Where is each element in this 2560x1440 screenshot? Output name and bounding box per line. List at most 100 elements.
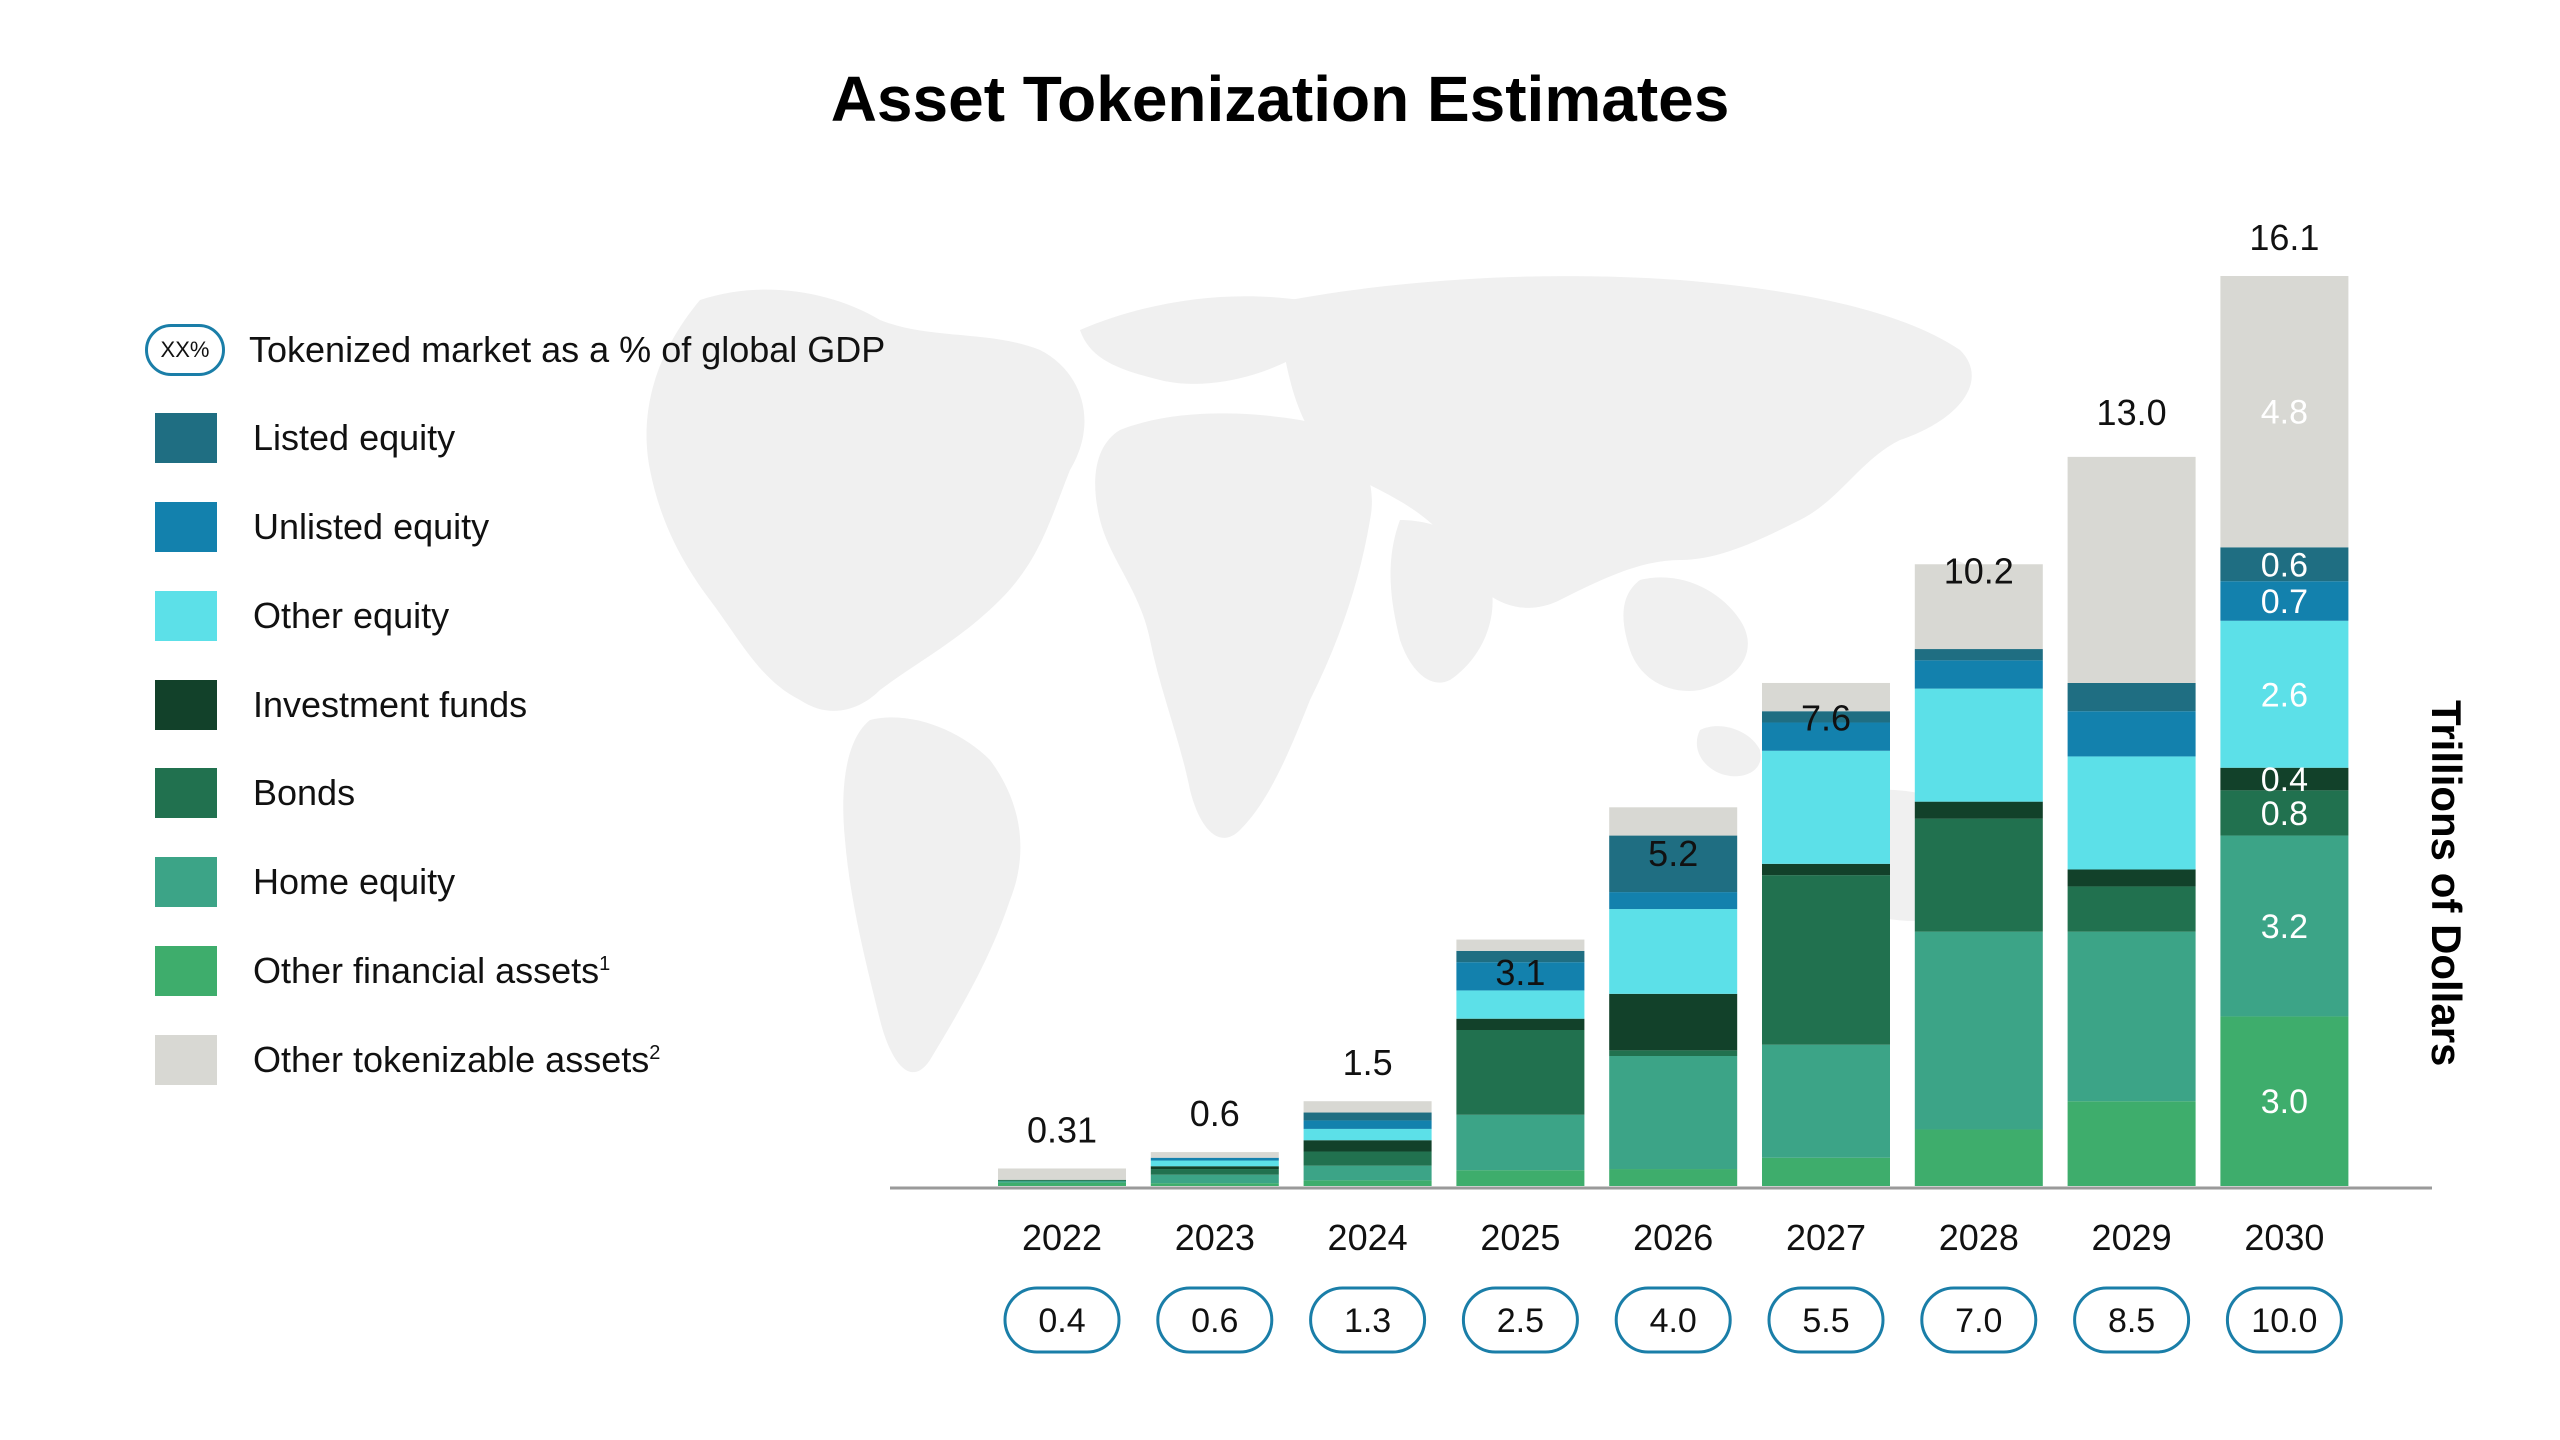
bar-total-label-2027: 7.6 [1801, 697, 1851, 738]
bar-segment-2023-other-tokenizable-assets [1150, 1152, 1279, 1158]
bar-segment-2027-bonds [1762, 875, 1890, 1045]
gdp-pill-label-2030: 10.0 [2251, 1302, 2317, 1340]
gdp-pill-label-2026: 4.0 [1650, 1302, 1697, 1340]
bar-segment-2024-other-equity [1303, 1128, 1432, 1141]
legend-label-gdp: Tokenized market as a % of global GDP [249, 329, 886, 370]
legend-item-home-equity: Home equity [145, 852, 455, 912]
bar-segment-2027-other-equity [1762, 750, 1890, 864]
gdp-pill-2024 [1309, 1286, 1427, 1354]
bar-total-label-2028: 10.2 [1944, 550, 2014, 591]
bar-segment-2024-listed-equity [1303, 1112, 1432, 1121]
bar-segment-2029-home-equity [2067, 931, 2196, 1102]
x-tick-label-2027: 2027 [1786, 1217, 1866, 1258]
bar-segment-2023-bonds [1150, 1169, 1279, 1175]
bar-segment-2024-other-financial-assets [1303, 1180, 1432, 1186]
bar-segment-2026-other-equity [1609, 909, 1738, 994]
x-tick-label-2026: 2026 [1633, 1217, 1713, 1258]
segment-label-2030-listed-equity: 0.6 [2261, 546, 2308, 584]
bar-total-label-2026: 5.2 [1648, 833, 1698, 874]
legend-swatch-other-financial-assets [155, 946, 217, 996]
legend-item-unlisted-equity: Unlisted equity [145, 497, 489, 557]
legend-item-other-equity: Other equity [145, 586, 449, 646]
bar-segment-2024-investment-funds [1303, 1140, 1432, 1152]
bar-segment-2028-investment-funds [1914, 801, 2043, 819]
x-tick-label-2028: 2028 [1939, 1217, 2019, 1258]
gdp-pill-label-2022: 0.4 [1038, 1302, 1085, 1340]
bar-segment-2024-bonds [1303, 1151, 1432, 1166]
legend-item-other-tokenizable-assets: Other tokenizable assets2 [145, 1030, 660, 1090]
gdp-pill-2027 [1767, 1286, 1885, 1354]
segment-label-2030-bonds: 0.8 [2261, 795, 2308, 833]
bar-segment-2026-investment-funds [1609, 993, 1738, 1051]
bar-segment-2029-unlisted-equity [2067, 711, 2196, 757]
gdp-pill-sample: XX% [145, 324, 225, 376]
legend-swatch-other-tokenizable-assets [155, 1035, 217, 1085]
bar-segment-2025-listed-equity [1456, 950, 1585, 963]
x-tick-label-2024: 2024 [1328, 1217, 1408, 1258]
bar-segment-2026-home-equity [1609, 1056, 1738, 1170]
bar-segment-2025-investment-funds [1456, 1018, 1585, 1030]
bar-segment-2028-other-equity [1914, 688, 2043, 802]
bar-segment-2023-unlisted-equity [1150, 1157, 1279, 1161]
bar-total-label-2025: 3.1 [1495, 952, 1545, 993]
bar-total-label-2024: 1.5 [1343, 1042, 1393, 1083]
bar-segment-2029-bonds [2067, 886, 2196, 932]
legend-item-gdp: XX% Tokenized market as a % of global GD… [145, 320, 885, 380]
y-axis-title: Trillions of Dollars [2423, 700, 2470, 1067]
bar-segment-2026-bonds [1609, 1050, 1738, 1056]
bar-segment-2025-home-equity [1456, 1114, 1585, 1171]
gdp-pill-label-2024: 1.3 [1344, 1302, 1391, 1340]
x-tick-label-2029: 2029 [2092, 1217, 2172, 1258]
legend-label-listed-equity: Listed equity [253, 417, 456, 458]
gdp-pill-2022 [1003, 1286, 1121, 1354]
bar-segment-2028-home-equity [1914, 931, 2043, 1130]
bar-segment-2028-other-tokenizable-assets [1914, 564, 2043, 650]
bar-segment-2030-other-tokenizable-assets [2220, 276, 2349, 548]
x-tick-label-2022: 2022 [1022, 1217, 1102, 1258]
bar-segment-2028-bonds [1914, 818, 2043, 932]
legend-label-unlisted-equity: Unlisted equity [253, 506, 490, 547]
bar-segment-2027-other-financial-assets [1762, 1157, 1890, 1186]
bar-segment-2025-bonds [1456, 1030, 1585, 1115]
bar-total-label-2030: 16.1 [2249, 217, 2319, 258]
bar-segment-2028-unlisted-equity [1914, 660, 2043, 689]
gdp-pill-label-2027: 5.5 [1802, 1302, 1849, 1340]
legend-label-other-tokenizable-assets: Other tokenizable assets2 [253, 1039, 661, 1080]
bar-total-label-2023: 0.6 [1190, 1093, 1240, 1134]
bar-segment-2024-home-equity [1303, 1165, 1432, 1181]
bar-segment-2028-other-financial-assets [1914, 1129, 2043, 1186]
bar-segment-2030-home-equity [2220, 835, 2349, 1017]
gdp-pill-2030 [2225, 1286, 2343, 1354]
legend-swatch-unlisted-equity [155, 502, 217, 552]
gdp-pill-2028 [1920, 1286, 2038, 1354]
bar-segment-2030-investment-funds [2220, 767, 2349, 791]
legend-label-other-equity: Other equity [253, 595, 450, 636]
bar-segment-2027-investment-funds [1762, 863, 1890, 876]
segment-label-2030-home-equity: 3.2 [2261, 908, 2308, 946]
segment-label-2030-other-tokenizable-assets: 4.8 [2261, 394, 2308, 432]
bar-segment-2029-investment-funds [2067, 869, 2196, 887]
bar-segment-2027-other-tokenizable-assets [1762, 682, 1890, 712]
gdp-pill-2029 [2073, 1286, 2191, 1354]
gdp-pill-label-2029: 8.5 [2108, 1302, 2155, 1340]
segment-label-2030-other-equity: 2.6 [2261, 676, 2308, 714]
bar-labels-group: 0.31 2022 0.4 0.6 2023 0.6 1.5 2024 1.3 3.1 2025 2.… [1003, 217, 2343, 1354]
bar-segment-2025-other-tokenizable-assets [1456, 939, 1585, 951]
bar-segment-2029-listed-equity [2067, 682, 2196, 712]
bar-segment-2030-bonds [2220, 790, 2349, 836]
bar-segment-2026-unlisted-equity [1609, 892, 1738, 910]
legend-swatch-listed-equity [155, 413, 217, 463]
bar-segment-2026-other-financial-assets [1609, 1169, 1738, 1186]
bar-segment-2030-other-equity [2220, 620, 2349, 768]
segment-label-2030-investment-funds: 0.4 [2261, 761, 2308, 799]
bar-segment-2029-other-tokenizable-assets [2067, 456, 2196, 683]
bar-segment-2024-other-tokenizable-assets [1303, 1101, 1432, 1113]
bar-segment-2029-other-financial-assets [2067, 1101, 2196, 1186]
bar-segment-2030-unlisted-equity [2220, 581, 2349, 621]
bar-segment-2023-investment-funds [1150, 1166, 1279, 1170]
bar-total-label-2022: 0.31 [1027, 1109, 1097, 1150]
legend-item-bonds: Bonds [145, 763, 355, 823]
gdp-pill-2023 [1156, 1286, 1274, 1354]
bar-segment-2026-listed-equity [1609, 835, 1738, 893]
